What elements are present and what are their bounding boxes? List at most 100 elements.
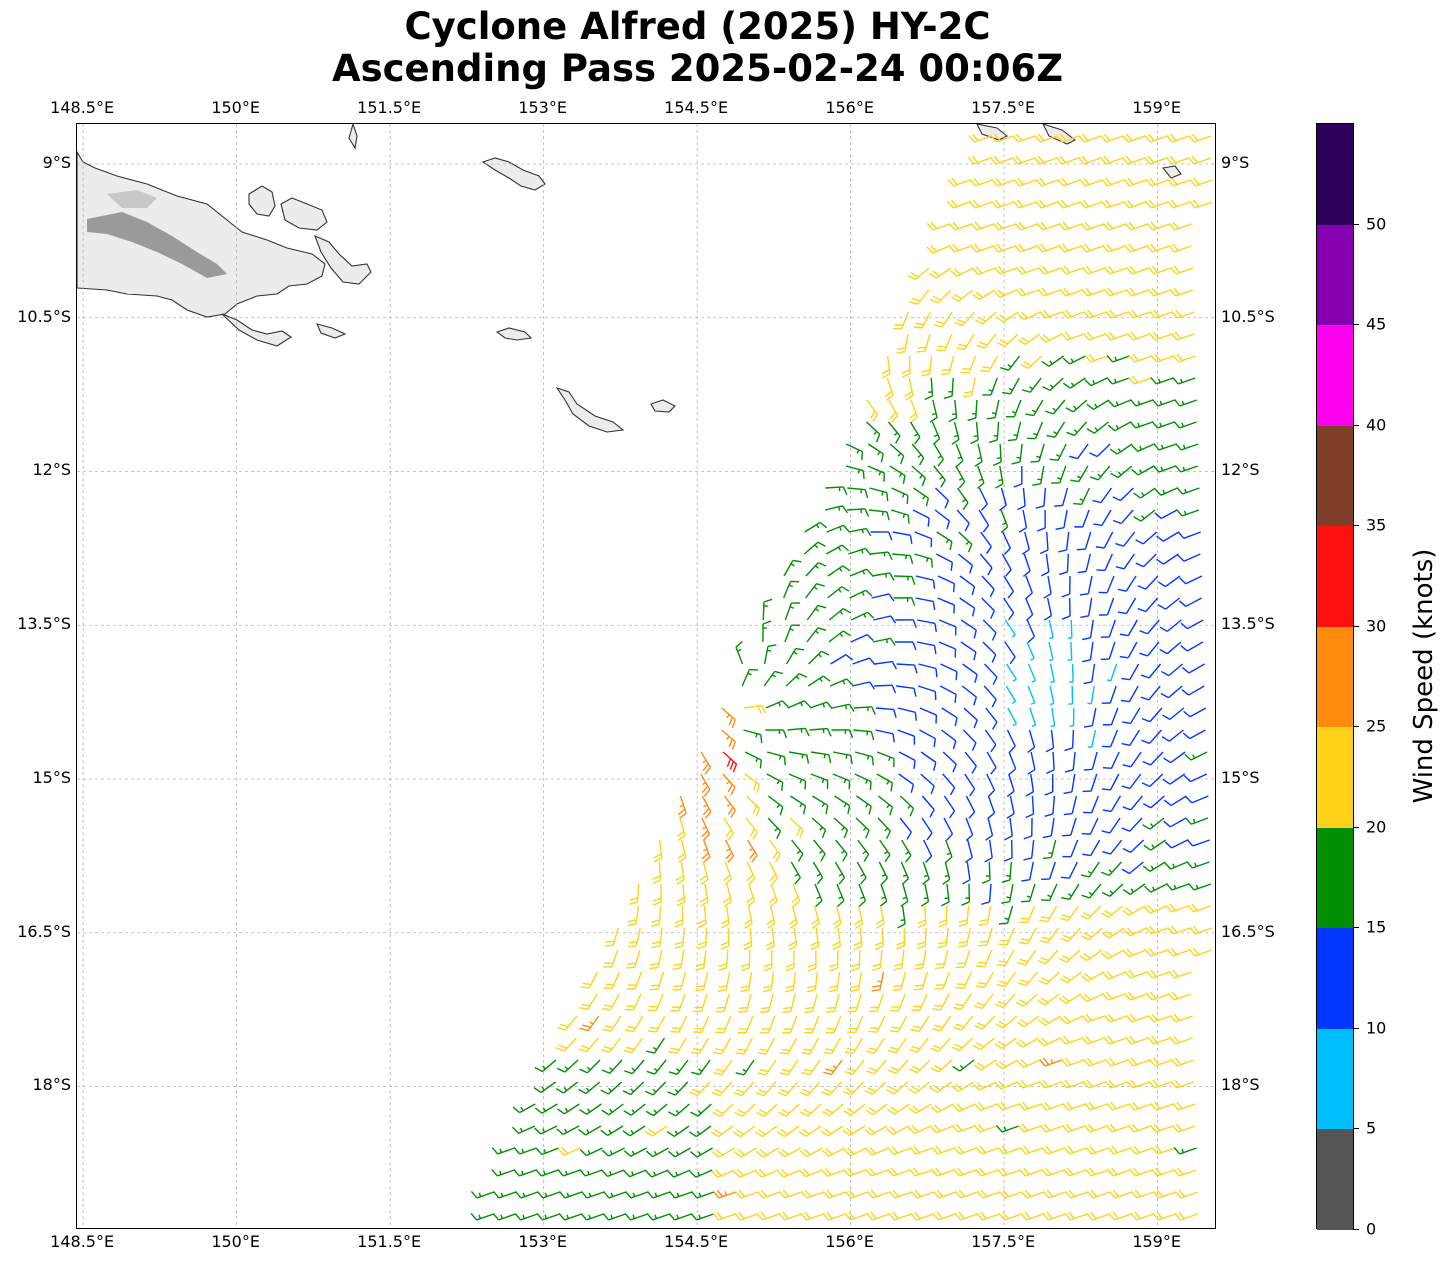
wind-barb bbox=[929, 399, 938, 423]
wind-barb bbox=[899, 795, 915, 817]
wind-barb bbox=[1188, 133, 1212, 143]
wind-barb bbox=[1020, 355, 1043, 370]
wind-barb bbox=[1124, 991, 1148, 1001]
wind-barb bbox=[491, 1146, 515, 1155]
wind-barb bbox=[962, 663, 978, 683]
wind-barb bbox=[917, 905, 927, 929]
wind-barb bbox=[1023, 553, 1031, 577]
wind-barb bbox=[667, 1081, 689, 1096]
wind-barb bbox=[867, 465, 886, 482]
wind-barb bbox=[848, 547, 872, 556]
wind-barb bbox=[1030, 443, 1045, 463]
wind-barb bbox=[1107, 1167, 1131, 1177]
wind-barb bbox=[601, 1147, 625, 1157]
wind-barb bbox=[911, 465, 926, 487]
wind-barb bbox=[1159, 619, 1182, 632]
wind-barb bbox=[1092, 487, 1113, 504]
wind-barb bbox=[1180, 619, 1204, 630]
wind-barb bbox=[985, 707, 998, 730]
wind-barb bbox=[624, 1212, 648, 1221]
wind-barb bbox=[668, 1037, 688, 1055]
wind-barb bbox=[556, 1059, 579, 1073]
wind-barb bbox=[1011, 443, 1023, 465]
wind-barb bbox=[1064, 1189, 1089, 1199]
wind-barb bbox=[1045, 751, 1055, 775]
colorbar-tick-label: 0 bbox=[1366, 1219, 1377, 1239]
wind-barb bbox=[1061, 597, 1071, 620]
wind-barb bbox=[910, 1211, 934, 1221]
wind-barb bbox=[1098, 597, 1115, 616]
wind-barb bbox=[934, 971, 951, 990]
wind-barb bbox=[744, 773, 760, 794]
wind-barb bbox=[1102, 991, 1126, 1001]
wind-barb bbox=[1005, 663, 1017, 682]
wind-barb bbox=[1122, 133, 1146, 143]
wind-barb bbox=[954, 1189, 979, 1199]
wind-barb bbox=[801, 1037, 820, 1055]
wind-barb bbox=[892, 971, 907, 992]
wind-barb bbox=[1108, 1211, 1132, 1221]
wind-barb bbox=[869, 487, 889, 502]
wind-barb bbox=[781, 1015, 798, 1034]
wind-barb bbox=[536, 1212, 560, 1221]
wind-barb bbox=[900, 861, 910, 885]
wind-barb bbox=[1025, 795, 1035, 819]
wind-barb bbox=[1041, 1145, 1065, 1155]
wind-barb bbox=[1149, 309, 1173, 319]
colorbar-bin bbox=[1317, 928, 1353, 1029]
wind-barb bbox=[1068, 685, 1074, 705]
wind-barb bbox=[850, 949, 861, 972]
wind-barb bbox=[825, 486, 848, 496]
land-layer bbox=[77, 124, 1182, 433]
wind-barb bbox=[1157, 575, 1181, 588]
wind-barb bbox=[978, 927, 993, 947]
wind-barb bbox=[986, 773, 996, 797]
wind-barb bbox=[602, 1015, 622, 1032]
wind-barb bbox=[1124, 221, 1148, 231]
wind-barb bbox=[1107, 421, 1131, 432]
wind-barb bbox=[886, 1125, 910, 1135]
top-lon-tick-label: 156°E bbox=[825, 98, 874, 117]
wind-barb bbox=[921, 817, 933, 841]
wind-barb bbox=[961, 883, 971, 906]
wind-barb bbox=[1021, 883, 1036, 903]
wind-barb bbox=[929, 289, 952, 304]
wind-barb bbox=[763, 949, 773, 972]
woodlark-island bbox=[481, 157, 546, 191]
wind-barb bbox=[948, 221, 972, 231]
wind-barb bbox=[629, 883, 640, 905]
wind-barb bbox=[953, 1167, 977, 1177]
wind-barb bbox=[866, 1211, 890, 1221]
wind-barb bbox=[782, 993, 796, 1014]
wind-barb bbox=[1122, 948, 1147, 958]
wind-barb bbox=[967, 399, 978, 422]
wind-barb bbox=[580, 1212, 604, 1221]
wind-barb bbox=[513, 1168, 537, 1177]
wind-barb bbox=[894, 641, 917, 651]
wind-barb bbox=[1059, 905, 1080, 922]
wind-barb bbox=[1036, 221, 1060, 231]
wind-barb bbox=[814, 883, 823, 907]
island-d1 bbox=[248, 185, 276, 217]
wind-barb bbox=[579, 1147, 603, 1157]
wind-barb bbox=[831, 703, 855, 712]
wind-barb bbox=[870, 551, 893, 560]
wind-barb bbox=[1044, 773, 1054, 796]
wind-barb bbox=[887, 421, 901, 444]
wind-barb bbox=[1166, 947, 1191, 957]
colorbar-tick-label: 40 bbox=[1366, 415, 1387, 435]
wind-barb bbox=[1105, 1123, 1130, 1133]
wind-barb bbox=[1013, 465, 1023, 488]
wind-barb bbox=[975, 1167, 999, 1177]
wind-barb bbox=[743, 905, 753, 929]
wind-barb bbox=[676, 817, 686, 841]
wind-barb bbox=[799, 1081, 821, 1097]
wind-barb bbox=[974, 311, 997, 325]
wind-barb bbox=[998, 1211, 1022, 1221]
wind-barb bbox=[897, 707, 918, 721]
wind-barbs-layer bbox=[470, 133, 1213, 1221]
wind-barb bbox=[1125, 287, 1149, 297]
wind-barb bbox=[645, 1169, 669, 1178]
wind-barb bbox=[936, 333, 953, 352]
wind-barb bbox=[1011, 155, 1036, 165]
